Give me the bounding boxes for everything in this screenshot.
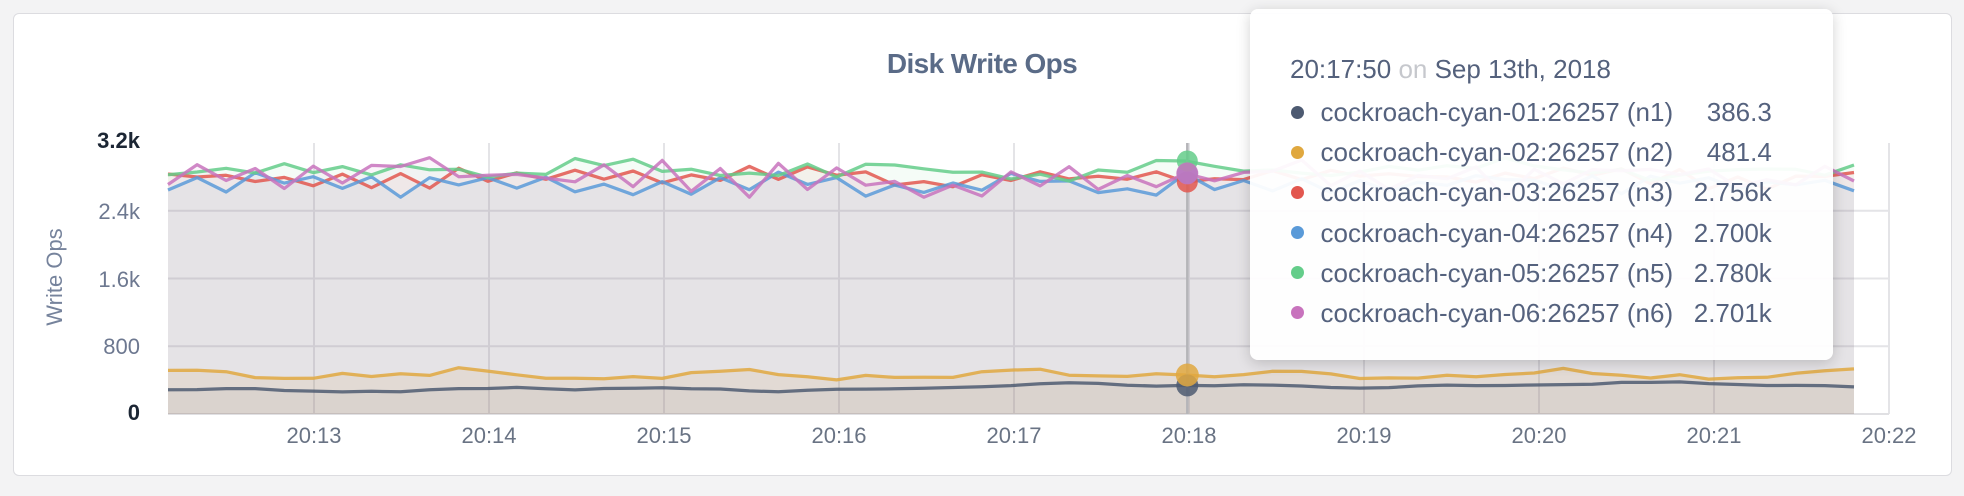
svg-text:20:22: 20:22 — [1861, 423, 1916, 448]
svg-text:20:14: 20:14 — [461, 423, 516, 448]
svg-text:2.4k: 2.4k — [98, 199, 141, 224]
svg-text:20:18: 20:18 — [1161, 423, 1216, 448]
svg-text:20:17: 20:17 — [986, 423, 1041, 448]
svg-text:3.2k: 3.2k — [97, 128, 141, 153]
svg-text:800: 800 — [103, 334, 140, 359]
svg-text:20:19: 20:19 — [1336, 423, 1391, 448]
svg-text:20:21: 20:21 — [1686, 423, 1741, 448]
svg-text:0: 0 — [128, 400, 140, 425]
svg-text:20:20: 20:20 — [1511, 423, 1566, 448]
svg-text:1.6k: 1.6k — [98, 267, 141, 292]
svg-text:Write Ops: Write Ops — [42, 228, 67, 325]
svg-text:20:16: 20:16 — [811, 423, 866, 448]
svg-text:20:15: 20:15 — [636, 423, 691, 448]
svg-text:20:13: 20:13 — [286, 423, 341, 448]
